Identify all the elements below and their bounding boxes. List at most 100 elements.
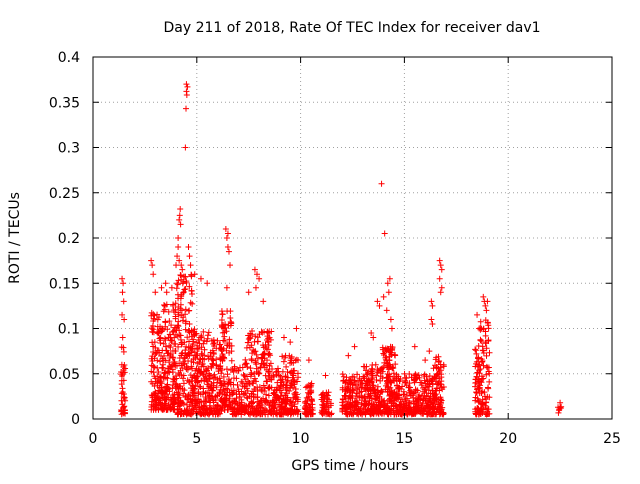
data-point [345, 395, 352, 402]
data-point [219, 323, 226, 330]
data-point [149, 357, 156, 364]
data-point [167, 344, 174, 351]
data-point [431, 405, 438, 412]
data-point [389, 365, 396, 372]
data-point [473, 350, 480, 357]
data-point [167, 364, 174, 371]
data-point [225, 248, 232, 255]
data-point [186, 283, 193, 290]
data-point [197, 384, 204, 391]
data-point [175, 235, 182, 241]
data-point [196, 356, 203, 363]
data-point [162, 323, 169, 330]
data-point [351, 343, 358, 350]
data-point [225, 322, 232, 329]
data-point [219, 390, 226, 397]
data-point [411, 405, 418, 412]
data-point [226, 342, 233, 349]
data-point [254, 355, 261, 362]
data-point [373, 372, 380, 379]
data-point [288, 355, 295, 362]
data-point [118, 372, 125, 379]
x-tick-label: 20 [499, 431, 517, 447]
data-point [174, 253, 181, 260]
data-point [348, 392, 355, 399]
data-point [483, 345, 490, 352]
data-point [224, 371, 231, 378]
data-point [426, 378, 433, 385]
data-point [181, 286, 188, 293]
data-point [189, 410, 196, 417]
data-point [150, 271, 157, 278]
data-point [221, 401, 228, 408]
data-point [385, 383, 392, 390]
data-point [172, 347, 179, 354]
data-point [148, 368, 155, 375]
data-point [201, 346, 208, 353]
x-tick-label: 0 [89, 431, 98, 447]
data-point [203, 338, 210, 345]
data-point [208, 364, 215, 371]
data-point [183, 105, 190, 112]
data-point [280, 334, 287, 341]
data-point [148, 362, 155, 369]
data-point [189, 382, 196, 389]
data-point [227, 262, 234, 269]
data-point [182, 144, 189, 151]
data-point [436, 275, 443, 282]
data-point [393, 374, 400, 381]
data-point [423, 402, 430, 409]
data-point [474, 311, 481, 318]
data-point [175, 277, 182, 284]
data-point [118, 408, 125, 415]
data-point [440, 361, 447, 368]
data-point [219, 311, 226, 318]
data-point [411, 343, 418, 350]
data-point [198, 344, 205, 351]
data-point [382, 386, 389, 393]
data-point [431, 396, 438, 403]
data-point [228, 319, 235, 326]
data-point [185, 307, 192, 314]
data-point [118, 344, 125, 351]
data-point [479, 409, 486, 416]
data-point [361, 375, 368, 382]
data-point [254, 388, 261, 395]
data-point [409, 392, 416, 399]
data-point [387, 316, 394, 323]
data-point [223, 284, 230, 291]
data-point [204, 335, 211, 342]
data-point [198, 334, 205, 341]
data-point [483, 352, 490, 359]
data-point [438, 384, 445, 391]
data-point [210, 349, 217, 356]
data-point [388, 351, 395, 358]
data-point [433, 372, 440, 379]
data-point [384, 380, 391, 387]
data-point [181, 408, 188, 415]
data-point [327, 400, 334, 407]
data-point [161, 370, 168, 377]
data-point [188, 272, 195, 279]
data-point [320, 401, 327, 408]
data-point [370, 334, 377, 341]
data-point [183, 92, 190, 99]
data-point [339, 371, 346, 378]
data-point [179, 385, 186, 392]
data-point [182, 273, 189, 280]
data-point [230, 368, 237, 375]
data-point [166, 369, 173, 376]
data-point [385, 289, 392, 296]
data-point [248, 369, 255, 376]
data-point [415, 404, 422, 411]
data-point [227, 308, 234, 315]
data-point [175, 244, 182, 251]
data-point [281, 398, 288, 405]
data-point [180, 289, 187, 296]
data-point [167, 404, 174, 411]
data-point [196, 340, 203, 347]
data-point [152, 403, 159, 410]
data-point [437, 408, 444, 415]
data-point [163, 289, 170, 296]
data-point [151, 312, 158, 319]
